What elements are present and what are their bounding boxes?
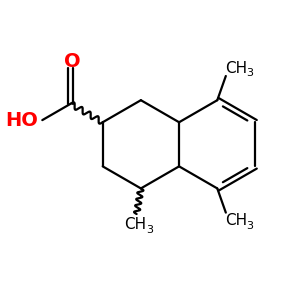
Text: 3: 3 xyxy=(247,68,254,78)
Text: CH: CH xyxy=(225,213,247,228)
Text: HO: HO xyxy=(5,111,38,130)
Text: O: O xyxy=(64,52,80,71)
Text: 3: 3 xyxy=(146,225,153,235)
Text: CH: CH xyxy=(124,217,146,232)
Text: 3: 3 xyxy=(247,221,254,231)
Text: CH: CH xyxy=(225,61,247,76)
